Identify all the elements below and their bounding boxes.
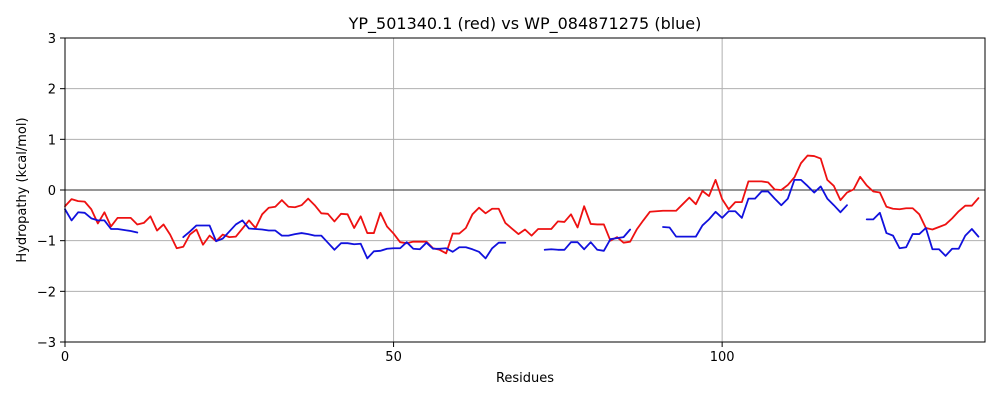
y-tick-label: 0 [48, 184, 56, 199]
series-line-1 [64, 154, 980, 255]
y-tick-label: −1 [37, 235, 56, 250]
y-tick-label: −2 [37, 285, 56, 300]
y-axis-ticks: −3 −2 −1 0 1 2 3 [37, 32, 65, 351]
y-axis-title: Hydropathy (kcal/mol) [15, 117, 30, 262]
x-tick-label: 0 [61, 350, 69, 365]
x-tick-label: 50 [385, 350, 402, 365]
y-tick-label: −3 [37, 336, 56, 351]
y-tick-label: 3 [48, 32, 56, 47]
x-tick-label: 100 [710, 350, 735, 365]
y-tick-label: 2 [48, 83, 56, 98]
y-tick-label: 1 [48, 133, 56, 148]
series-layer [64, 154, 980, 260]
x-axis-ticks: 0 50 100 [61, 342, 735, 365]
x-axis-title: Residues [496, 371, 554, 386]
series-line-2 [64, 178, 980, 260]
chart-title: YP_501340.1 (red) vs WP_084871275 (blue) [348, 14, 702, 34]
